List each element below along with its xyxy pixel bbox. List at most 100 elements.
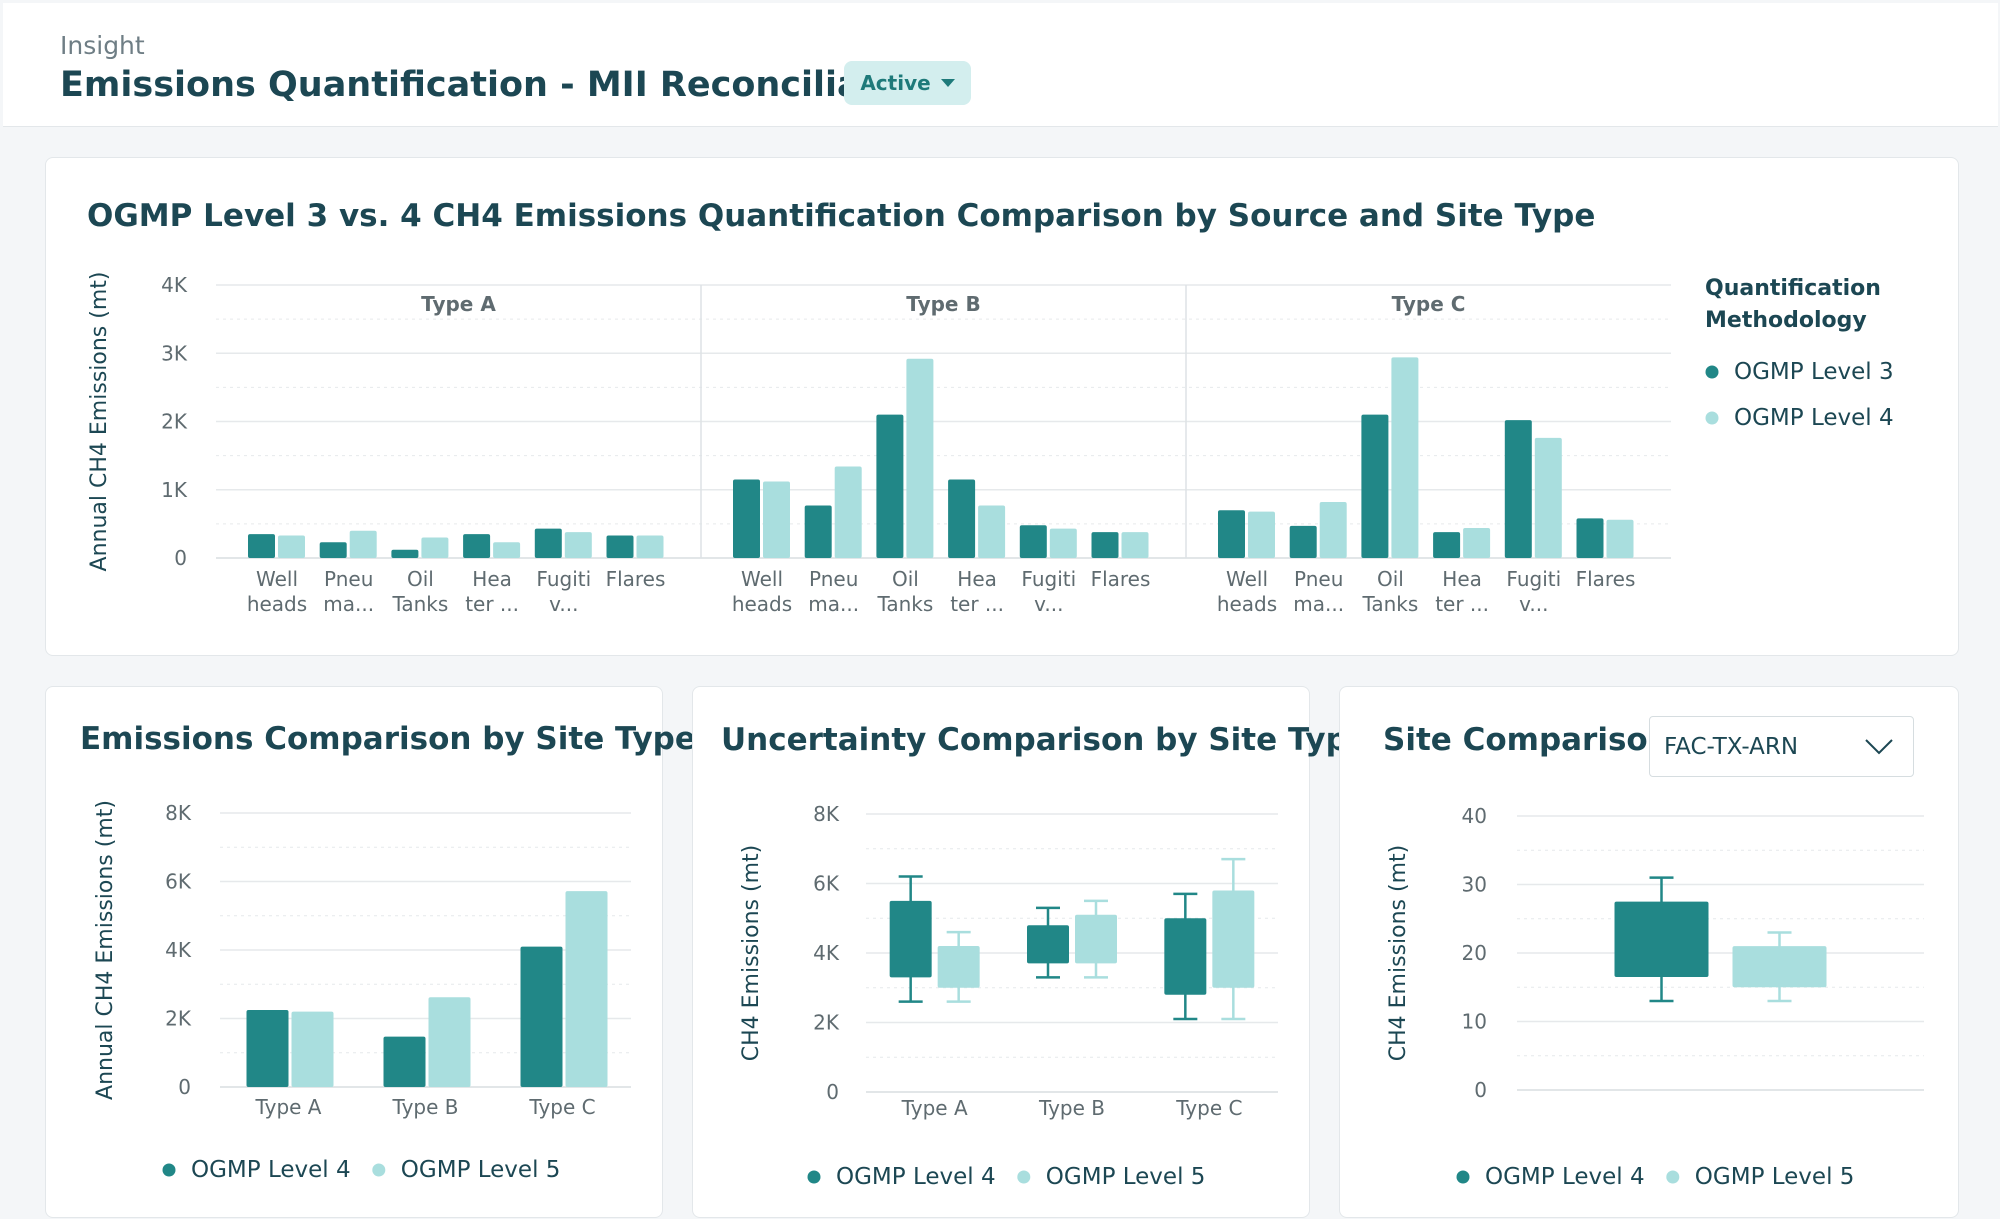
x-tick-label: Fugiti [536, 567, 591, 591]
legend-label: OGMP Level 5 [1046, 1164, 1206, 1190]
legend-title: Quantification [1705, 276, 1881, 301]
legend-swatch [1017, 1170, 1031, 1184]
status-dropdown[interactable]: Active [844, 61, 971, 105]
site-select-value: FAC-TX-ARN [1664, 733, 1799, 760]
breadcrumb[interactable]: Insight [60, 31, 145, 60]
x-tick-label: Well [741, 567, 783, 591]
source-site-chart-card: OGMP Level 3 vs. 4 CH4 Emissions Quantif… [45, 157, 1959, 656]
box-level-4 [889, 900, 932, 978]
bar-level-4 [493, 542, 521, 558]
bar-level-4 [978, 505, 1006, 558]
group-label: Type A [421, 292, 496, 316]
y-tick-label: 10 [1462, 1010, 1487, 1034]
x-tick-label: Type A [255, 1095, 322, 1119]
bar-level-3 [391, 549, 419, 558]
y-tick-label: 0 [178, 1075, 191, 1099]
x-tick-label: Type A [901, 1096, 968, 1120]
y-axis-label: Annual CH4 Emissions (mt) [93, 800, 118, 1100]
x-tick-label: heads [732, 592, 792, 616]
y-tick-label: 1K [161, 478, 188, 502]
y-tick-label: 30 [1462, 873, 1487, 897]
bar-level-4 [246, 1009, 289, 1087]
chart-title: Uncertainty Comparison by Site Type [721, 722, 1369, 758]
x-tick-label: Pneu [1294, 567, 1343, 591]
x-tick-label: Type C [1175, 1096, 1242, 1120]
legend-swatch [807, 1170, 821, 1184]
legend-swatch [1705, 411, 1719, 425]
box-level-5 [1212, 890, 1255, 988]
x-tick-label: Oil [1377, 567, 1404, 591]
bar-level-4 [1463, 527, 1491, 558]
bar-level-3 [606, 535, 634, 558]
legend-label: OGMP Level 5 [401, 1157, 561, 1183]
legend-label: OGMP Level 4 [1485, 1164, 1645, 1190]
y-tick-label: 2K [165, 1007, 192, 1031]
uncertainty-chart-card: Uncertainty Comparison by Site Type 0 2K 4… [692, 686, 1369, 1218]
chevron-down-icon [1865, 739, 1893, 755]
bar-level-4 [763, 481, 790, 558]
header-bar: Insight Emissions Quantification - MII R… [3, 3, 1998, 127]
site-select[interactable]: FAC-TX-ARN [1649, 716, 1914, 777]
bar-level-3 [1504, 420, 1532, 558]
x-tick-label: Tanks [876, 592, 933, 616]
x-tick-label: Flares [1091, 567, 1151, 591]
page-title: Emissions Quantification - MII Reconcili… [60, 65, 939, 105]
y-tick-label: 2K [161, 410, 188, 434]
x-tick-label: ma... [1293, 592, 1344, 616]
x-tick-label: Fugiti [1506, 567, 1561, 591]
chart-title: Site Comparison [1383, 722, 1670, 758]
legend-title: Methodology [1705, 308, 1867, 333]
source-site-bar-chart: 0 1K 2K 3K 4K Annual CH4 Emissions (mt) Type A… [87, 272, 1894, 616]
bar-level-4 [383, 1036, 426, 1087]
x-tick-label: Well [256, 567, 298, 591]
bar-level-4 [421, 537, 449, 558]
bar-level-4 [1534, 437, 1562, 558]
uncertainty-box-chart: 0 2K 4K 6K 8K CH4 Emissions (mt) Type A Type B T… [739, 802, 1278, 1190]
x-tick-label: Fugiti [1021, 567, 1076, 591]
y-tick-label: 4K [165, 938, 192, 962]
group-label: Type B [906, 292, 980, 316]
site-type-bar-chart: 0 2K 4K 6K 8K Annual CH4 Emissions (mt) Type A… [93, 800, 631, 1183]
box-level-4 [1164, 918, 1207, 995]
y-tick-label: 4K [813, 941, 840, 965]
box-level-4 [1027, 925, 1069, 964]
bar-level-4 [278, 535, 305, 558]
bar-level-4 [1049, 528, 1077, 558]
status-label: Active [860, 71, 931, 95]
bar-level-4 [1319, 502, 1347, 558]
y-tick-label: 6K [813, 872, 840, 896]
x-tick-label: Hea [472, 567, 512, 591]
bar-level-3 [1433, 532, 1461, 558]
bar-level-5 [428, 997, 471, 1087]
y-tick-label: 20 [1462, 941, 1487, 965]
x-tick-label: Well [1226, 567, 1268, 591]
x-tick-label: ma... [808, 592, 859, 616]
y-tick-label: 8K [165, 801, 192, 825]
y-tick-label: 3K [161, 341, 188, 365]
x-tick-label: Oil [407, 567, 434, 591]
bar-level-3 [1218, 510, 1245, 558]
bar-level-3 [1576, 518, 1604, 558]
group-label: Type C [1392, 292, 1466, 316]
bar-level-4 [1248, 511, 1275, 558]
x-tick-label: Type B [391, 1095, 458, 1119]
bar-level-3 [1019, 525, 1047, 558]
x-tick-label: Flares [1576, 567, 1636, 591]
x-tick-label: Type C [528, 1095, 595, 1119]
x-tick-label: Tanks [1361, 592, 1418, 616]
box-level-5 [1732, 946, 1827, 988]
box-level-5 [937, 946, 980, 988]
site-comparison-box-chart: 0 10 20 30 40 CH4 Emissions (mt) OGMP Level 4 O… [1386, 804, 1924, 1190]
legend-label: OGMP Level 4 [836, 1164, 996, 1190]
x-tick-label: Tanks [391, 592, 448, 616]
legend-swatch [1705, 365, 1719, 379]
legend-label: OGMP Level 5 [1695, 1164, 1855, 1190]
x-tick-label: Oil [892, 567, 919, 591]
bar-level-5 [565, 891, 608, 1087]
x-tick-label: v... [1519, 592, 1548, 616]
x-tick-label: ter ... [950, 592, 1004, 616]
x-tick-label: v... [549, 592, 578, 616]
bar-level-4 [906, 358, 934, 558]
bar-level-3 [733, 479, 760, 558]
legend-swatch [372, 1163, 386, 1177]
